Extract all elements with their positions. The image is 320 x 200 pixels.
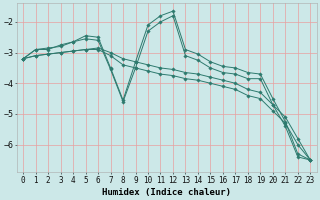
X-axis label: Humidex (Indice chaleur): Humidex (Indice chaleur) <box>102 188 231 197</box>
